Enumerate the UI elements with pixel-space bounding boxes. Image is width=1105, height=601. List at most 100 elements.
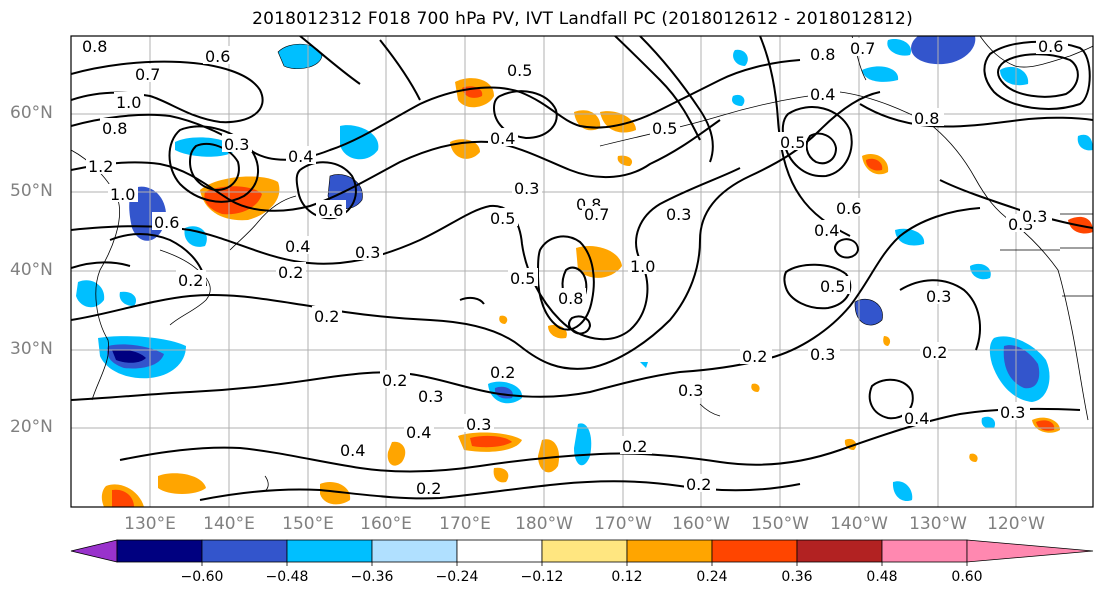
contour-label: 1.0 [110,185,135,204]
colorbar-segment [626,539,713,563]
contour-label: 0.7 [135,65,160,84]
negative-anomaly-patch [119,291,137,306]
contour-label: 0.5 [510,269,535,288]
lon-label: 170°W [594,514,652,534]
positive-anomaly-patch [387,441,406,466]
map-title: 2018012312 F018 700 hPa PV, IVT Landfall… [252,9,913,29]
contour-label: 0.2 [490,363,515,382]
lon-label: 160°E [360,514,412,534]
lon-label: 150°W [751,514,809,534]
positive-anomaly-patch [751,383,760,392]
lat-label: 60°N [10,103,53,123]
contour-label: 0.6 [154,213,179,232]
colorbar-segment [541,539,628,563]
lon-label: 120°W [987,514,1045,534]
colorbar-tick-label: −0.48 [265,569,309,585]
colorbar-tick-label: 0.48 [866,569,898,585]
lon-label: 160°W [672,514,730,534]
contour-label: 0.8 [914,109,939,128]
lat-label: 50°N [10,181,53,201]
negative-anomaly-patch [733,49,748,66]
colorbar-tick-label: 0.60 [951,569,983,585]
contour-label: 0.6 [318,201,343,220]
contour-label: 0.4 [288,147,313,166]
colorbar-segment [116,539,203,563]
lon-label: 180°W [515,514,573,534]
negative-anomaly-patch [112,349,146,363]
colorbar-tick-label: −0.12 [520,569,564,585]
colorbar-tick-label: 0.24 [696,569,728,585]
negative-anomaly-patch [911,36,976,65]
colorbar-tick-label: 0.12 [611,569,643,585]
positive-anomaly-patch [538,439,560,473]
contour-label: 0.4 [490,129,515,148]
colorbar-segment [796,539,883,563]
negative-anomaly-patch [1003,345,1040,389]
contour-label: 0.8 [102,119,127,138]
negative-anomaly-patch [1077,134,1093,151]
contour-label: 0.3 [926,287,951,306]
negative-anomaly-patch [887,38,911,56]
positive-anomaly-patch [493,467,509,483]
positive-anomaly-patch [617,155,633,166]
negative-anomaly-patch [76,280,105,308]
contour-label: 0.4 [814,221,839,240]
map-panel: 0.8 0.6 0.7 1.0 0.8 1.2 1.0 0.6 0.3 0.4 … [71,36,1093,507]
colorbar-tick-label: −0.60 [180,569,224,585]
lon-label: 150°E [282,514,334,534]
contour-label: 0.4 [904,409,929,428]
negative-anomaly-patch [184,226,207,247]
contour-label: 0.6 [836,199,861,218]
contour-labels: 0.8 0.6 0.7 1.0 0.8 1.2 1.0 0.6 0.3 0.4 … [80,36,1068,498]
contour-label: 0.6 [205,47,230,66]
contour-label: 0.3 [514,179,539,198]
contour-label: 0.2 [622,437,647,456]
contour-label: 0.5 [652,119,677,138]
negative-anomaly-patch [892,481,913,502]
colorbar-segment [711,539,798,563]
negative-anomaly-patch [1000,66,1029,86]
contour-label: 0.7 [850,39,875,58]
lon-label: 170°E [439,514,491,534]
contour-label: 0.3 [666,205,691,224]
colorbar-segment [286,539,373,563]
contour-label: 0.2 [382,371,407,390]
lat-label: 40°N [10,260,53,280]
positive-anomaly-patch [499,315,508,324]
lon-label: 140°E [203,514,255,534]
contour-label: 0.8 [82,37,107,56]
colorbar-extend-low [70,539,118,563]
contour-label: 0.3 [1022,207,1047,226]
colorbar-extend-high [966,539,1094,563]
contour-label: 0.3 [678,381,703,400]
contour-label: 0.8 [810,45,835,64]
negative-anomaly-patch [895,228,925,246]
negative-anomaly-patch [862,66,899,82]
negative-anomaly-patch [175,137,236,157]
colorbar-segment [456,539,543,563]
negative-anomaly-patch [854,298,883,326]
colorbar-segment [201,539,288,563]
contour-label: 1.2 [88,157,113,176]
contour-label: 0.3 [355,243,380,262]
contour-label: 0.4 [340,441,365,460]
contour-label: 0.2 [416,479,441,498]
contour-label: 0.2 [314,307,339,326]
contour-label: 1.0 [116,93,141,112]
colorbar-tick-label: 0.36 [781,569,813,585]
lon-label: 130°E [124,514,176,534]
colorbar-tick-label: −0.24 [435,569,479,585]
contour-label: 0.3 [1000,403,1025,422]
contour-label: 0.3 [224,135,249,154]
contour-label: 0.3 [466,415,491,434]
lon-label: 140°W [830,514,888,534]
contour-label: 0.6 [1038,37,1063,56]
lon-label: 130°W [909,514,967,534]
positive-anomaly-patch [883,336,891,346]
contour-label: 0.2 [686,475,711,494]
contour-label: 0.2 [278,263,303,282]
positive-anomaly-patch [158,473,206,494]
contour-label: 1.0 [630,257,655,276]
positive-anomaly-patch [112,489,134,507]
